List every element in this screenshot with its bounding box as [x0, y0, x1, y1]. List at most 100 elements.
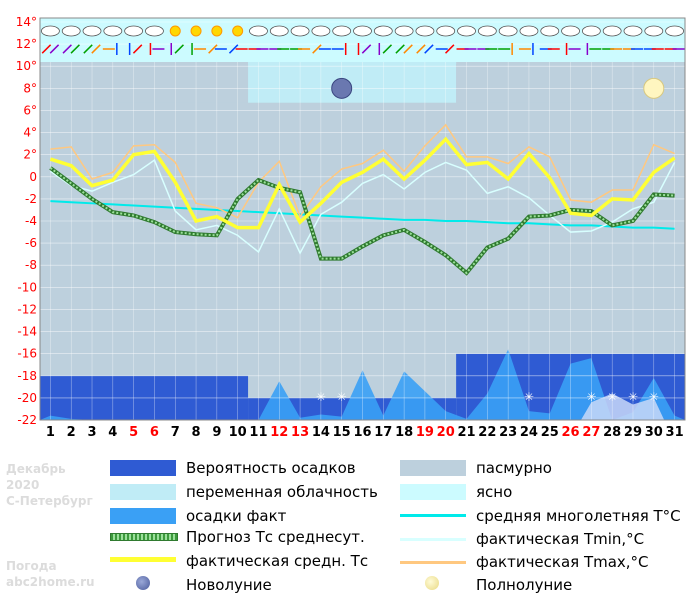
x-tick-label: 5 [129, 425, 138, 440]
y-tick-label: 4° [23, 126, 37, 140]
legend-partly-cloudy: переменная облачность [186, 483, 378, 501]
cloud-icon [290, 25, 310, 37]
wind-arrow-icon [395, 44, 405, 54]
x-tick-label: 19 [416, 425, 434, 440]
sun-icon [169, 25, 181, 37]
y-tick-label: -16 [17, 347, 37, 361]
full-moon-icon [643, 77, 665, 99]
wind-arrow-icon [49, 44, 60, 54]
x-tick-label: 13 [291, 425, 309, 440]
cloud-icon [61, 25, 81, 37]
cloud-icon [477, 25, 497, 37]
wind-arrow-icon [361, 44, 372, 54]
sky-band-1 [248, 62, 457, 103]
x-tick-label: 14 [312, 425, 330, 440]
sun-icon [232, 25, 244, 37]
series-tmin [49, 159, 676, 255]
x-tick-label: 17 [374, 425, 392, 440]
x-tick-label: 6 [150, 425, 159, 440]
legend-clear: ясно [476, 483, 513, 501]
y-tick-label: -4 [25, 214, 37, 228]
cloud-icon [311, 25, 331, 37]
legend-swatch-actual [110, 557, 176, 562]
cloud-icon [394, 25, 414, 37]
y-tick-label: -22 [17, 413, 37, 427]
legend-longterm: средняя многолетняя T°C [476, 507, 681, 525]
cloud-icon [602, 25, 622, 37]
legend-swatch-forecast [110, 533, 178, 541]
year-label: 2020 [6, 478, 40, 492]
sun-icon [211, 25, 223, 37]
legend-forecast: Прогноз Тс среднесут. [186, 528, 365, 546]
cloud-icon [249, 25, 268, 37]
legend-swatch-tmin [400, 538, 466, 541]
cloud-icon [415, 25, 435, 37]
legend-new-moon: Новолуние [186, 576, 272, 594]
cloud-icon [41, 25, 60, 37]
x-tick-label: 26 [562, 425, 580, 440]
legend-swatch-longterm [400, 514, 466, 517]
wind-arrow-icon [403, 44, 413, 54]
y-tick-label: 8° [23, 81, 37, 95]
x-tick-label: 31 [666, 425, 684, 440]
x-tick-label: 25 [541, 425, 559, 440]
wind-arrow-icon [444, 44, 455, 54]
cloud-icon [457, 25, 476, 37]
y-tick-label: -20 [17, 391, 37, 405]
new-moon-icon [136, 576, 150, 590]
x-tick-label: 22 [478, 425, 496, 440]
x-tick-label: 11 [249, 425, 267, 440]
legend-precip-prob: Вероятность осадков [186, 459, 356, 477]
y-tick-label: -18 [17, 369, 37, 383]
x-tick-label: 21 [457, 425, 475, 440]
cloud-icon [665, 25, 684, 37]
sky-band-0 [40, 62, 249, 103]
weather-chart: ✳ ✳ ✳ ✳ ✳ ✳ ✳14°12°10°8°6°4°2°0-2-4-6-8-10-12-… [16, 15, 686, 440]
cloud-icon [373, 25, 393, 37]
series-longterm [50, 200, 675, 230]
legend-swatch-overcast [400, 460, 466, 476]
cloud-icon [353, 25, 372, 37]
wind-arrow-icon [416, 44, 426, 54]
series-tmax [50, 123, 675, 219]
wind-arrow-icon [228, 44, 239, 54]
cloud-icon [332, 25, 352, 37]
x-tick-label: 20 [437, 425, 455, 440]
wind-arrow-icon [174, 44, 184, 54]
x-tick-label: 28 [603, 425, 621, 440]
cloud-icon [623, 25, 643, 37]
wind-arrow-icon [70, 44, 80, 54]
x-tick-label: 24 [520, 425, 538, 440]
site-url: abc2home.ru [6, 575, 95, 589]
x-tick-label: 7 [171, 425, 180, 440]
cloud-icon [519, 25, 539, 37]
x-tick-label: 2 [67, 425, 76, 440]
legend-swatch-precip-prob [110, 460, 176, 476]
new-moon-icon [331, 77, 353, 99]
cloud-icon [82, 25, 102, 37]
legend-swatch-clear [400, 484, 466, 500]
y-tick-label: 6° [23, 103, 37, 117]
precip-fact-light [580, 393, 665, 420]
cloud-icon [644, 25, 664, 37]
x-tick-label: 8 [192, 425, 201, 440]
y-tick-label: -14 [17, 325, 37, 339]
cloud-icon [540, 25, 560, 37]
legend-swatch-partly-cloudy [110, 484, 176, 500]
y-tick-label: -12 [17, 302, 37, 316]
x-tick-label: 27 [582, 425, 600, 440]
full-moon-icon [425, 576, 439, 590]
x-tick-label: 18 [395, 425, 413, 440]
y-tick-label: -10 [17, 280, 37, 294]
x-tick-label: 16 [353, 425, 371, 440]
x-tick-label: 29 [624, 425, 642, 440]
cloud-icon [561, 25, 580, 37]
wind-arrow-icon [41, 44, 52, 54]
legend-swatch-precip-fact [110, 508, 176, 524]
cloud-icon [124, 25, 144, 37]
wind-arrow-icon [91, 44, 101, 54]
wind-arrow-icon [424, 44, 434, 54]
wind-arrow-icon [312, 44, 322, 54]
legend-precip-fact: осадки факт [186, 507, 287, 525]
x-tick-label: 23 [499, 425, 517, 440]
